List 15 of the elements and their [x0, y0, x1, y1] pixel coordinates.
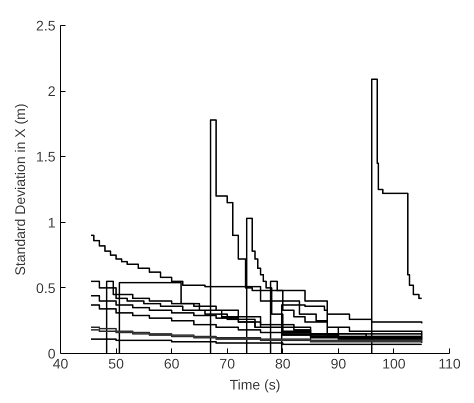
y-tick-label: 1.5 [36, 148, 56, 165]
x-tick-label: 100 [382, 356, 406, 372]
y-tick-label: 2 [48, 83, 56, 100]
y-tick-label: 0.5 [36, 280, 56, 296]
x-tick-label: 90 [330, 356, 346, 372]
y-tick-label: 0 [48, 346, 56, 362]
x-tick-label: 80 [275, 356, 291, 372]
y-axis-title: Standard Deviation in X (m) [12, 104, 28, 276]
y-tick-label: 1 [48, 214, 56, 230]
x-tick-label: 50 [108, 356, 124, 372]
x-tick-label: 70 [219, 356, 236, 372]
x-axis-title: Time (s) [230, 376, 280, 392]
x-tick-label: 60 [164, 356, 180, 372]
x-tick-label: 110 [438, 356, 461, 372]
y-tick-label: 2.5 [36, 18, 56, 34]
